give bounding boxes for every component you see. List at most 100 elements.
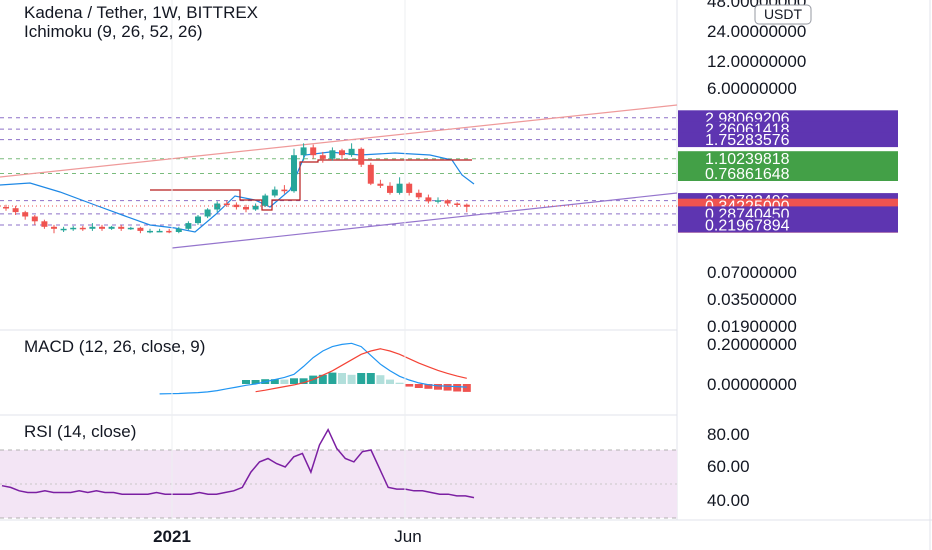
macd-histogram-bar[interactable] [424, 384, 433, 389]
symbol-title: Kadena / Tether, 1W, BITTREX [24, 3, 258, 22]
candle-body[interactable] [108, 226, 115, 229]
candle-body[interactable] [367, 164, 374, 184]
macd-histogram-bar[interactable] [366, 373, 375, 384]
macd-histogram-bar[interactable] [386, 379, 394, 384]
candle-body[interactable] [425, 197, 432, 202]
candle-body[interactable] [79, 227, 86, 230]
macd-signal-line[interactable] [255, 348, 467, 393]
candle-body[interactable] [454, 203, 461, 206]
macd-histogram-bar[interactable] [338, 373, 346, 384]
candle-body[interactable] [329, 150, 336, 159]
candle-body[interactable] [444, 200, 451, 204]
price-label-badge[interactable] [678, 110, 898, 126]
candle-body[interactable] [41, 221, 48, 227]
macd-histogram-bar[interactable] [443, 384, 452, 391]
candle-body[interactable] [175, 228, 182, 232]
price-label-badge[interactable] [678, 151, 898, 167]
candle-body[interactable] [310, 147, 317, 156]
y-tick-label: 12.00000000 [707, 52, 806, 71]
candle-body[interactable] [339, 150, 345, 156]
price-label-text: 0.76861648 [705, 166, 790, 183]
price-level-lines [0, 117, 677, 226]
candle-body[interactable] [22, 212, 29, 217]
candle-body[interactable] [204, 209, 211, 217]
macd-histogram-bar[interactable] [347, 374, 356, 384]
candle-body[interactable] [223, 203, 230, 206]
macd-histogram-bar[interactable] [270, 379, 279, 384]
lower-trend-line[interactable] [171, 192, 678, 249]
candle-body[interactable] [3, 207, 9, 209]
upper-trend-line[interactable] [0, 104, 678, 178]
candle-body[interactable] [319, 155, 326, 159]
macd-histogram-bar[interactable] [251, 380, 260, 384]
candle-body[interactable] [89, 226, 96, 229]
macd-histogram-bar[interactable] [318, 374, 327, 384]
candle-body[interactable] [118, 226, 125, 229]
macd-histogram-bar[interactable] [434, 384, 442, 390]
x-tick-label-jun: Jun [394, 527, 421, 546]
currency-badge-label: USDT [764, 6, 803, 22]
candle-body[interactable] [99, 226, 105, 229]
ichimoku-base-line[interactable] [150, 159, 472, 211]
macd-tick-label: 0.20000000 [707, 335, 797, 354]
candle-body[interactable] [70, 227, 77, 230]
rsi-band [0, 450, 677, 518]
indicator-label-ichimoku: Ichimoku (9, 26, 52, 26) [24, 22, 203, 41]
candle-body[interactable] [463, 204, 470, 207]
macd-histogram-bar[interactable] [299, 378, 308, 384]
macd-line[interactable] [159, 342, 467, 395]
candle-body[interactable] [214, 203, 221, 210]
y-tick-label: 0.07000000 [707, 263, 797, 282]
candle-body[interactable] [435, 200, 441, 202]
currency-badge[interactable] [754, 4, 812, 25]
candle-body[interactable] [60, 228, 67, 231]
macd-histogram-bar[interactable] [328, 372, 337, 384]
candle-body[interactable] [396, 183, 403, 193]
candle-body[interactable] [31, 216, 38, 222]
macd-histogram-bar[interactable] [414, 384, 423, 388]
macd-histogram-bar[interactable] [242, 380, 250, 384]
candle-body[interactable] [166, 230, 173, 233]
candle-body[interactable] [291, 155, 297, 192]
candle-body[interactable] [271, 189, 278, 196]
price-axis[interactable]: 48.00000000 24.00000000 12.00000000 6.00… [707, 0, 806, 510]
rsi-line[interactable] [1, 427, 475, 499]
macd-histogram-bar[interactable] [357, 373, 366, 384]
candle-body[interactable] [12, 208, 19, 213]
candle-body[interactable] [147, 230, 153, 233]
macd-histogram-bar[interactable] [453, 384, 462, 392]
candle-body[interactable] [358, 148, 365, 165]
candle-body[interactable] [185, 223, 192, 229]
price-label-badge[interactable] [678, 132, 898, 148]
macd-histogram-bar[interactable] [280, 379, 289, 384]
candle-body[interactable] [348, 148, 355, 156]
ichimoku-conversion-line[interactable] [0, 151, 475, 233]
rsi-tick-label: 80.00 [707, 425, 750, 444]
macd-histogram-bar[interactable] [405, 384, 414, 387]
macd-histogram-bar[interactable] [395, 382, 404, 384]
candle-body[interactable] [51, 226, 57, 229]
candle-body[interactable] [281, 189, 288, 192]
macd-histogram-bar[interactable] [376, 375, 385, 384]
candle-body[interactable] [406, 183, 413, 193]
candle-body[interactable] [262, 195, 269, 206]
macd-histogram-bar[interactable] [290, 378, 298, 384]
candle-body[interactable] [127, 227, 134, 230]
macd-histogram[interactable] [242, 372, 471, 392]
candle-body[interactable] [415, 192, 422, 198]
macd-histogram-bar[interactable] [462, 384, 471, 392]
candle-body[interactable] [243, 207, 249, 210]
candle-body[interactable] [387, 185, 393, 193]
candle-body[interactable] [252, 205, 259, 210]
price-label-badge[interactable] [678, 166, 898, 181]
candle-body[interactable] [156, 230, 163, 233]
rsi-tick-label: 60.00 [707, 457, 750, 476]
candle-body[interactable] [300, 147, 307, 156]
price-label-badge[interactable] [678, 217, 898, 233]
price-label-badges[interactable]: 2.980692062.260614181.752835761.10239818… [678, 110, 898, 235]
candle-body[interactable] [195, 216, 201, 224]
candle-body[interactable] [137, 227, 144, 231]
candlestick-series[interactable] [3, 143, 470, 234]
candle-body[interactable] [377, 183, 384, 186]
